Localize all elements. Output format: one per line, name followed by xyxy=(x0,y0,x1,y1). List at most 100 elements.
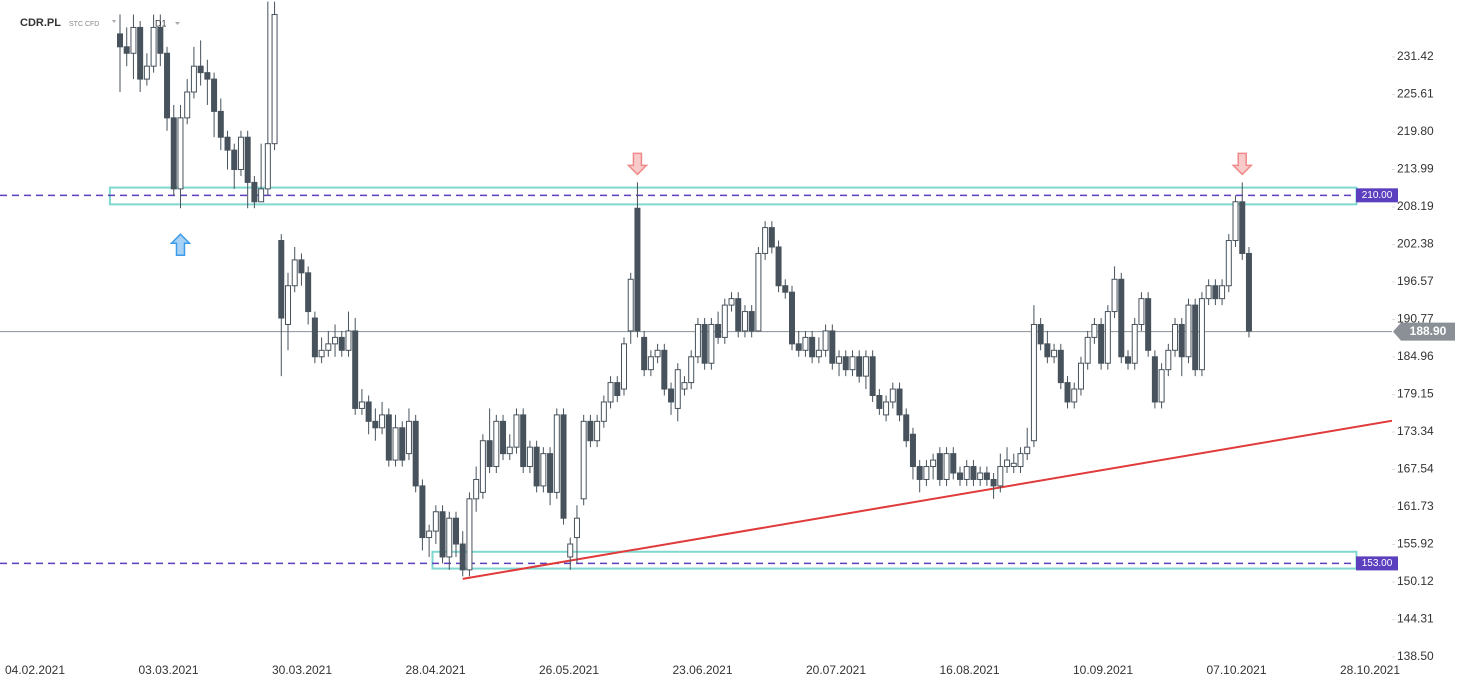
y-tick-label: 202.38 xyxy=(1397,237,1434,251)
candle-body xyxy=(231,149,238,171)
candle-body xyxy=(889,388,896,403)
candle-body xyxy=(399,427,406,461)
candle-body xyxy=(520,414,527,468)
candle-body xyxy=(412,420,419,487)
candle-body xyxy=(184,91,191,119)
y-tick-label: 173.34 xyxy=(1397,424,1434,438)
candle-body xyxy=(157,26,164,54)
candle-body xyxy=(842,356,849,371)
candle-body xyxy=(822,330,829,351)
candle-body xyxy=(836,356,843,364)
candle-body xyxy=(883,401,890,416)
candle-body xyxy=(372,420,379,429)
candle-body xyxy=(627,278,634,332)
candle-body xyxy=(1071,388,1078,403)
candle-body xyxy=(123,46,130,54)
y-tick-label: 144.31 xyxy=(1397,612,1434,626)
candle-body xyxy=(661,349,668,390)
candle-body xyxy=(1138,298,1145,325)
x-tick-label: 16.08.2021 xyxy=(939,663,999,677)
signal-arrow xyxy=(169,233,192,256)
level-tag xyxy=(1356,188,1398,203)
candle-body xyxy=(674,369,681,409)
candle-body xyxy=(117,33,123,48)
candle-body xyxy=(614,382,621,397)
candle-body xyxy=(762,227,769,254)
price-tag xyxy=(1393,322,1455,341)
candle-body xyxy=(197,65,204,74)
y-tick-label: 179.15 xyxy=(1397,387,1434,401)
candle-body xyxy=(829,330,836,364)
candle-body xyxy=(1017,453,1024,468)
candle-body xyxy=(1245,252,1252,332)
candle-body xyxy=(708,323,715,364)
signal-arrow xyxy=(1231,152,1254,176)
dropdown-icon[interactable] xyxy=(175,22,180,25)
candle-body xyxy=(594,420,601,442)
candle-body xyxy=(1104,311,1111,364)
candle-body xyxy=(943,453,950,480)
candle-body xyxy=(1205,285,1212,300)
y-tick-label: 155.92 xyxy=(1397,537,1434,551)
candle-body xyxy=(715,323,722,338)
candle-body xyxy=(432,511,439,532)
timeframe[interactable]: D1 xyxy=(155,18,167,28)
candle-body xyxy=(977,472,984,480)
candle-body xyxy=(668,388,675,403)
candle-body xyxy=(204,72,211,80)
candle-body xyxy=(957,472,963,480)
y-tick-label: 225.61 xyxy=(1397,87,1434,101)
candle-body xyxy=(1030,323,1037,442)
candle-body xyxy=(1037,323,1044,345)
candle-body xyxy=(641,336,648,371)
candle-body xyxy=(237,136,244,171)
candle-body xyxy=(1145,298,1152,351)
candle-body xyxy=(903,414,910,442)
candle-body xyxy=(748,311,755,332)
candle-body xyxy=(916,466,923,480)
plot-area xyxy=(0,1,1392,580)
candle-body xyxy=(896,388,903,416)
candle-body xyxy=(876,395,883,409)
candle-body xyxy=(1125,356,1131,364)
y-tick-label: 167.54 xyxy=(1397,462,1434,476)
candle-body xyxy=(466,498,473,571)
dropdown-icon[interactable] xyxy=(112,20,116,23)
y-tick-label: 138.50 xyxy=(1397,649,1434,663)
candle-body xyxy=(170,117,177,190)
candle-body xyxy=(143,65,150,80)
candle-body xyxy=(291,259,298,287)
candle-body xyxy=(137,26,144,80)
candle-body xyxy=(1051,349,1058,358)
candle-body xyxy=(177,117,184,190)
candle-body xyxy=(486,440,493,468)
candle-body xyxy=(930,459,937,468)
candle-body xyxy=(1151,356,1158,403)
candle-body xyxy=(654,349,661,358)
candle-body xyxy=(345,330,352,351)
candle-body xyxy=(735,298,742,332)
candle-body xyxy=(540,453,547,487)
x-tick-label: 04.02.2021 xyxy=(5,663,65,677)
signal-arrow xyxy=(626,152,649,176)
candle-body xyxy=(278,240,285,319)
candle-body xyxy=(1198,298,1205,371)
candle-body xyxy=(1219,285,1226,300)
candle-body xyxy=(500,420,507,455)
candle-body xyxy=(150,26,157,67)
candle-body xyxy=(587,420,594,442)
x-tick-label: 30.03.2021 xyxy=(272,663,332,677)
y-tick-label: 150.12 xyxy=(1397,574,1434,588)
y-tick-label: 219.80 xyxy=(1397,124,1434,138)
candle-body xyxy=(567,543,574,558)
candle-body xyxy=(311,317,318,358)
axes: 231.42 225.61 219.80 213.99 208.19 202.38 196.… xyxy=(5,49,1455,677)
candle-body xyxy=(1044,343,1051,358)
candle-body xyxy=(621,343,627,390)
candle-body xyxy=(1010,462,1017,468)
candle-body xyxy=(909,433,916,468)
candle-body xyxy=(379,414,386,429)
candle-body xyxy=(190,65,197,93)
candle-body xyxy=(1084,336,1091,364)
